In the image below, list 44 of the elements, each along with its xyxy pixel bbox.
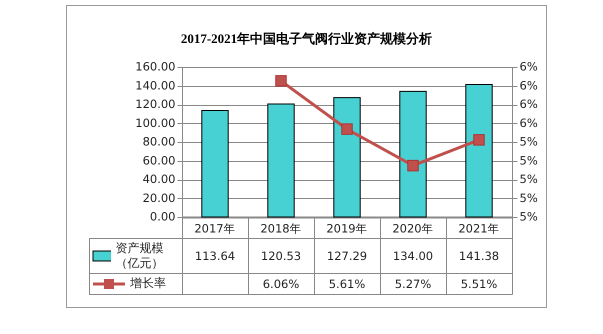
x-tick-label: 2018年: [260, 222, 302, 236]
legend-label: 增长率: [130, 276, 166, 291]
y-tick-label: 0.00: [150, 210, 176, 224]
point: [407, 160, 419, 172]
bar: [201, 110, 229, 218]
y2-tick-label: 5%: [520, 190, 538, 205]
y2-tick-label: 6%: [520, 60, 538, 74]
data-label: 127.29: [326, 248, 368, 264]
y-tick-label: 140.00: [135, 78, 176, 92]
y-tick-label: 160.00: [135, 60, 176, 74]
y-tick-label: 80.00: [142, 134, 176, 148]
data-label: 120.53: [260, 248, 302, 264]
y2-tick-label: 5%: [520, 210, 538, 224]
point: [473, 134, 485, 146]
data-label: 141.38: [458, 248, 500, 264]
y2-tick-label: 5%: [520, 153, 538, 168]
chart-title: 2017-2021年中国电子气阀行业资产规模分析: [180, 30, 434, 48]
y2-tick-label: 5%: [520, 172, 538, 186]
x-tick-label: 2017年: [194, 222, 236, 236]
bar: [267, 104, 295, 218]
y2-tick-label: 5%: [520, 134, 538, 148]
data-label: 6.06%: [262, 276, 300, 292]
x-tick-label: 2021年: [458, 222, 500, 236]
data-label: 5.27%: [394, 276, 432, 292]
data-label: 5.61%: [328, 276, 366, 292]
y-tick-label: 100.00: [135, 116, 176, 130]
data-label: 134.00: [392, 248, 434, 264]
y-tick-label: 60.00: [142, 153, 176, 168]
point: [275, 75, 287, 87]
x-tick-label: 2019年: [326, 222, 368, 236]
legend-label: 资产规模（亿元）: [115, 240, 164, 270]
data-label: 5.51%: [460, 276, 498, 292]
data-label: 113.64: [194, 248, 236, 264]
y-tick-label: 20.00: [142, 190, 176, 205]
y2-tick-label: 6%: [520, 78, 538, 92]
bar: [333, 97, 361, 218]
y2-tick-label: 6%: [520, 116, 538, 130]
point: [341, 123, 353, 135]
bar: [465, 84, 493, 218]
y2-tick-label: 6%: [520, 97, 538, 111]
y-tick-label: 40.00: [142, 172, 176, 186]
x-tick-label: 2020年: [392, 222, 434, 236]
y-tick-label: 120.00: [135, 97, 176, 111]
bar: [399, 90, 427, 218]
